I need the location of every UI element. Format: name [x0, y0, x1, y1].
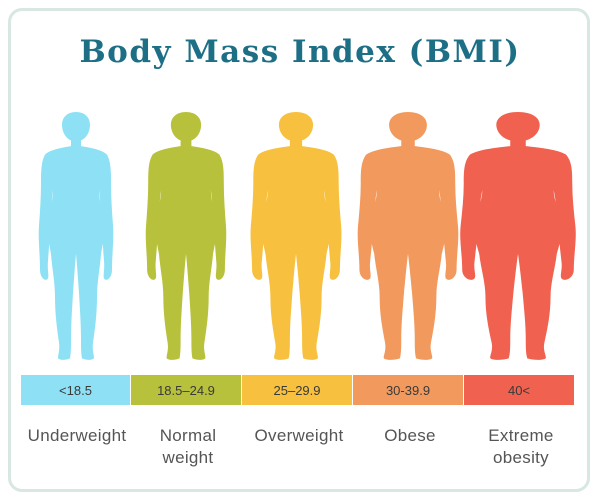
bmi-range-bar-extreme: 40< [464, 375, 574, 405]
category-label-overweight: Overweight [254, 426, 344, 445]
bmi-range-bar-obese: 30-39.9 [353, 375, 463, 405]
category-label-underweight: Underweight [27, 426, 127, 445]
body-silhouette-overweight [250, 112, 342, 360]
category-label-extreme: Extreme obesity [488, 426, 554, 467]
bmi-range-underweight: <18.5 [59, 382, 92, 398]
category-label-normal: Normal weight [159, 426, 217, 467]
body-silhouette-extreme [460, 112, 576, 360]
bmi-range-extreme: 40< [507, 382, 531, 398]
bmi-range-normal: 18.5–24.9 [157, 382, 215, 398]
bmi-range-bar-underweight: <18.5 [21, 375, 130, 405]
bmi-range-overweight: 25–29.9 [273, 382, 321, 398]
body-silhouette-normal [145, 112, 227, 360]
bmi-range-bar-normal: 18.5–24.9 [131, 375, 241, 405]
body-silhouette-obese [357, 112, 459, 360]
category-label-obese: Obese [384, 426, 436, 445]
body-silhouette-underweight [38, 112, 114, 360]
bmi-range-obese: 30-39.9 [385, 382, 431, 398]
page-title: Body Mass Index (BMI) [79, 34, 521, 70]
bmi-range-bar-overweight: 25–29.9 [242, 375, 352, 405]
